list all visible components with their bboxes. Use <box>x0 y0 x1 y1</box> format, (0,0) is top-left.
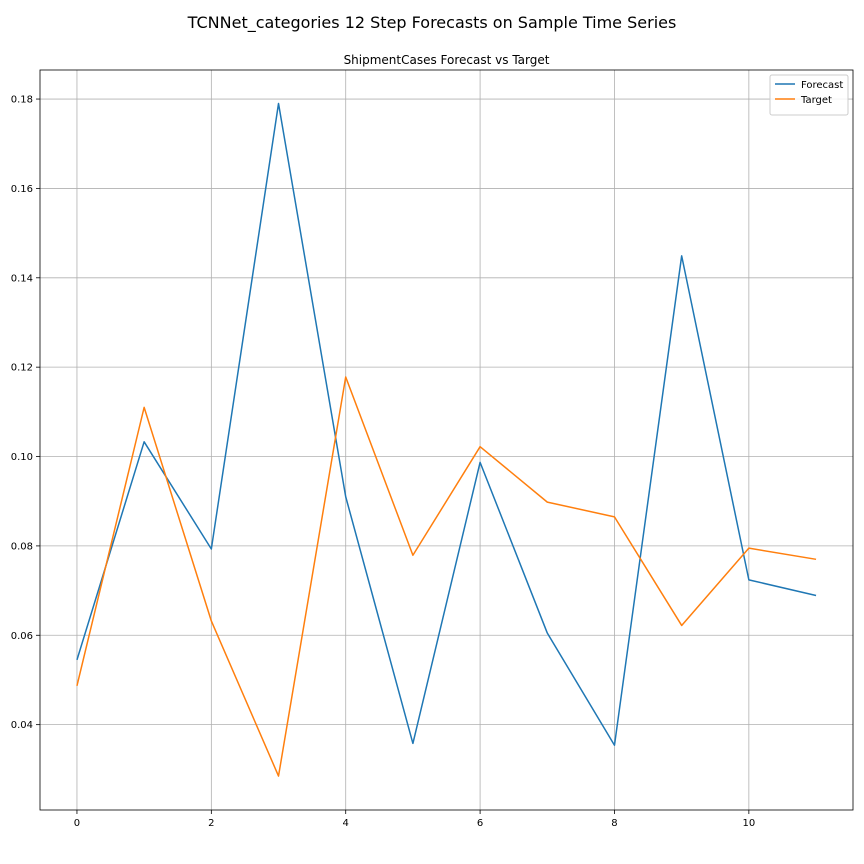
legend-box <box>769 74 849 116</box>
y-tick-label: 0.06 <box>11 631 33 642</box>
y-tick-label: 0.08 <box>11 541 33 552</box>
x-tick-label: 2 <box>208 818 214 829</box>
legend: Forecast Target <box>769 74 849 116</box>
x-tick-label: 10 <box>742 818 755 829</box>
x-tick-label: 8 <box>611 818 617 829</box>
y-tick-label: 0.12 <box>11 363 33 374</box>
axes-frame <box>39 69 854 811</box>
x-tick-label: 0 <box>74 818 80 829</box>
x-tick-label: 6 <box>477 818 483 829</box>
forecast-series-line <box>76 102 817 746</box>
y-tick-label: 0.04 <box>11 720 33 731</box>
legend-label-forecast: Forecast <box>801 80 843 91</box>
chart-title: ShipmentCases Forecast vs Target <box>344 53 550 67</box>
y-tick-label: 0.16 <box>11 184 33 195</box>
y-tick-label: 0.14 <box>11 273 33 284</box>
series-lines <box>76 102 817 777</box>
x-tick-label: 4 <box>343 818 349 829</box>
y-tick-label: 0.18 <box>11 95 33 106</box>
axis-ticks: 0 2 4 6 8 10 0.04 0.06 0.08 0.10 0.12 0.14 0.16 0.18 <box>11 95 755 829</box>
legend-label-target: Target <box>800 95 832 106</box>
figure-suptitle: TCNNet_categories 12 Step Forecasts on S… <box>187 13 677 32</box>
y-tick-label: 0.10 <box>11 452 33 463</box>
target-series-line <box>76 376 817 777</box>
grid <box>40 70 853 810</box>
